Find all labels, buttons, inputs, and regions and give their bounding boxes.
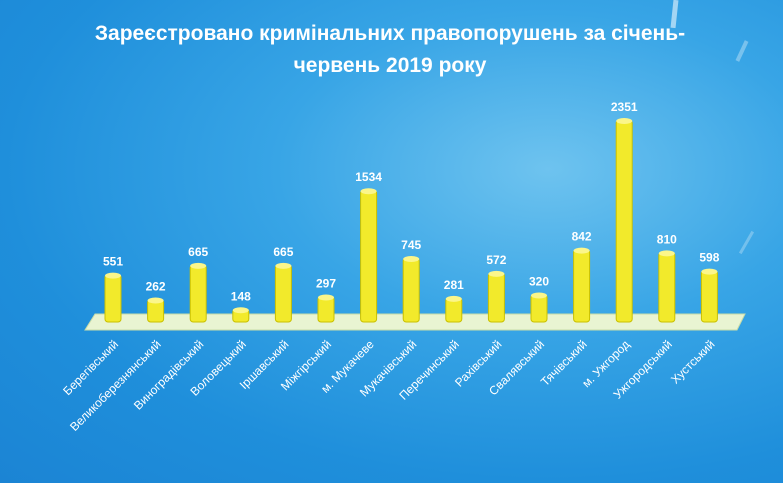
bar	[402, 257, 420, 323]
bar	[360, 189, 378, 323]
data-label: 598	[699, 251, 719, 265]
bar-top	[531, 292, 547, 299]
data-label: 810	[657, 232, 677, 246]
bar-top	[573, 247, 590, 254]
category-label: Хустський	[668, 337, 717, 386]
bar-top	[318, 294, 334, 301]
data-label: 551	[103, 255, 123, 269]
data-label: 665	[188, 245, 208, 259]
bar	[274, 264, 292, 323]
data-label: 665	[273, 245, 293, 259]
bar	[530, 294, 548, 323]
data-label: 2351	[611, 100, 638, 114]
bar-top	[616, 118, 633, 124]
bar	[700, 270, 718, 323]
data-label: 572	[486, 253, 506, 267]
bar	[104, 274, 122, 323]
bar	[615, 119, 633, 323]
bar	[189, 264, 207, 323]
chart-title: Зареєстровано кримінальних правопорушень…	[90, 18, 690, 82]
data-label: 320	[529, 275, 549, 289]
chart-title-line-1: Зареєстровано кримінальних правопорушень…	[94, 22, 686, 45]
bar-top	[360, 188, 377, 195]
bar-top	[658, 250, 675, 257]
data-label: 1534	[355, 170, 382, 184]
bar-top	[445, 295, 462, 302]
bar-top	[105, 272, 121, 279]
data-label: 262	[146, 279, 166, 293]
data-label: 297	[316, 276, 336, 290]
data-label: 148	[231, 289, 251, 303]
bar-top	[147, 297, 164, 304]
chart-title-line-2: червень 2019 року	[293, 54, 487, 77]
bar	[573, 249, 591, 323]
bar-top	[403, 255, 420, 262]
bar-top	[275, 262, 292, 269]
data-label: 842	[572, 230, 592, 244]
bar-top	[488, 270, 505, 277]
bar	[658, 251, 676, 323]
bar-top	[701, 268, 718, 275]
data-label: 281	[444, 278, 464, 292]
bar-top	[232, 307, 249, 314]
bar-top	[190, 262, 207, 269]
data-label: 745	[401, 238, 421, 252]
bar	[487, 272, 505, 323]
